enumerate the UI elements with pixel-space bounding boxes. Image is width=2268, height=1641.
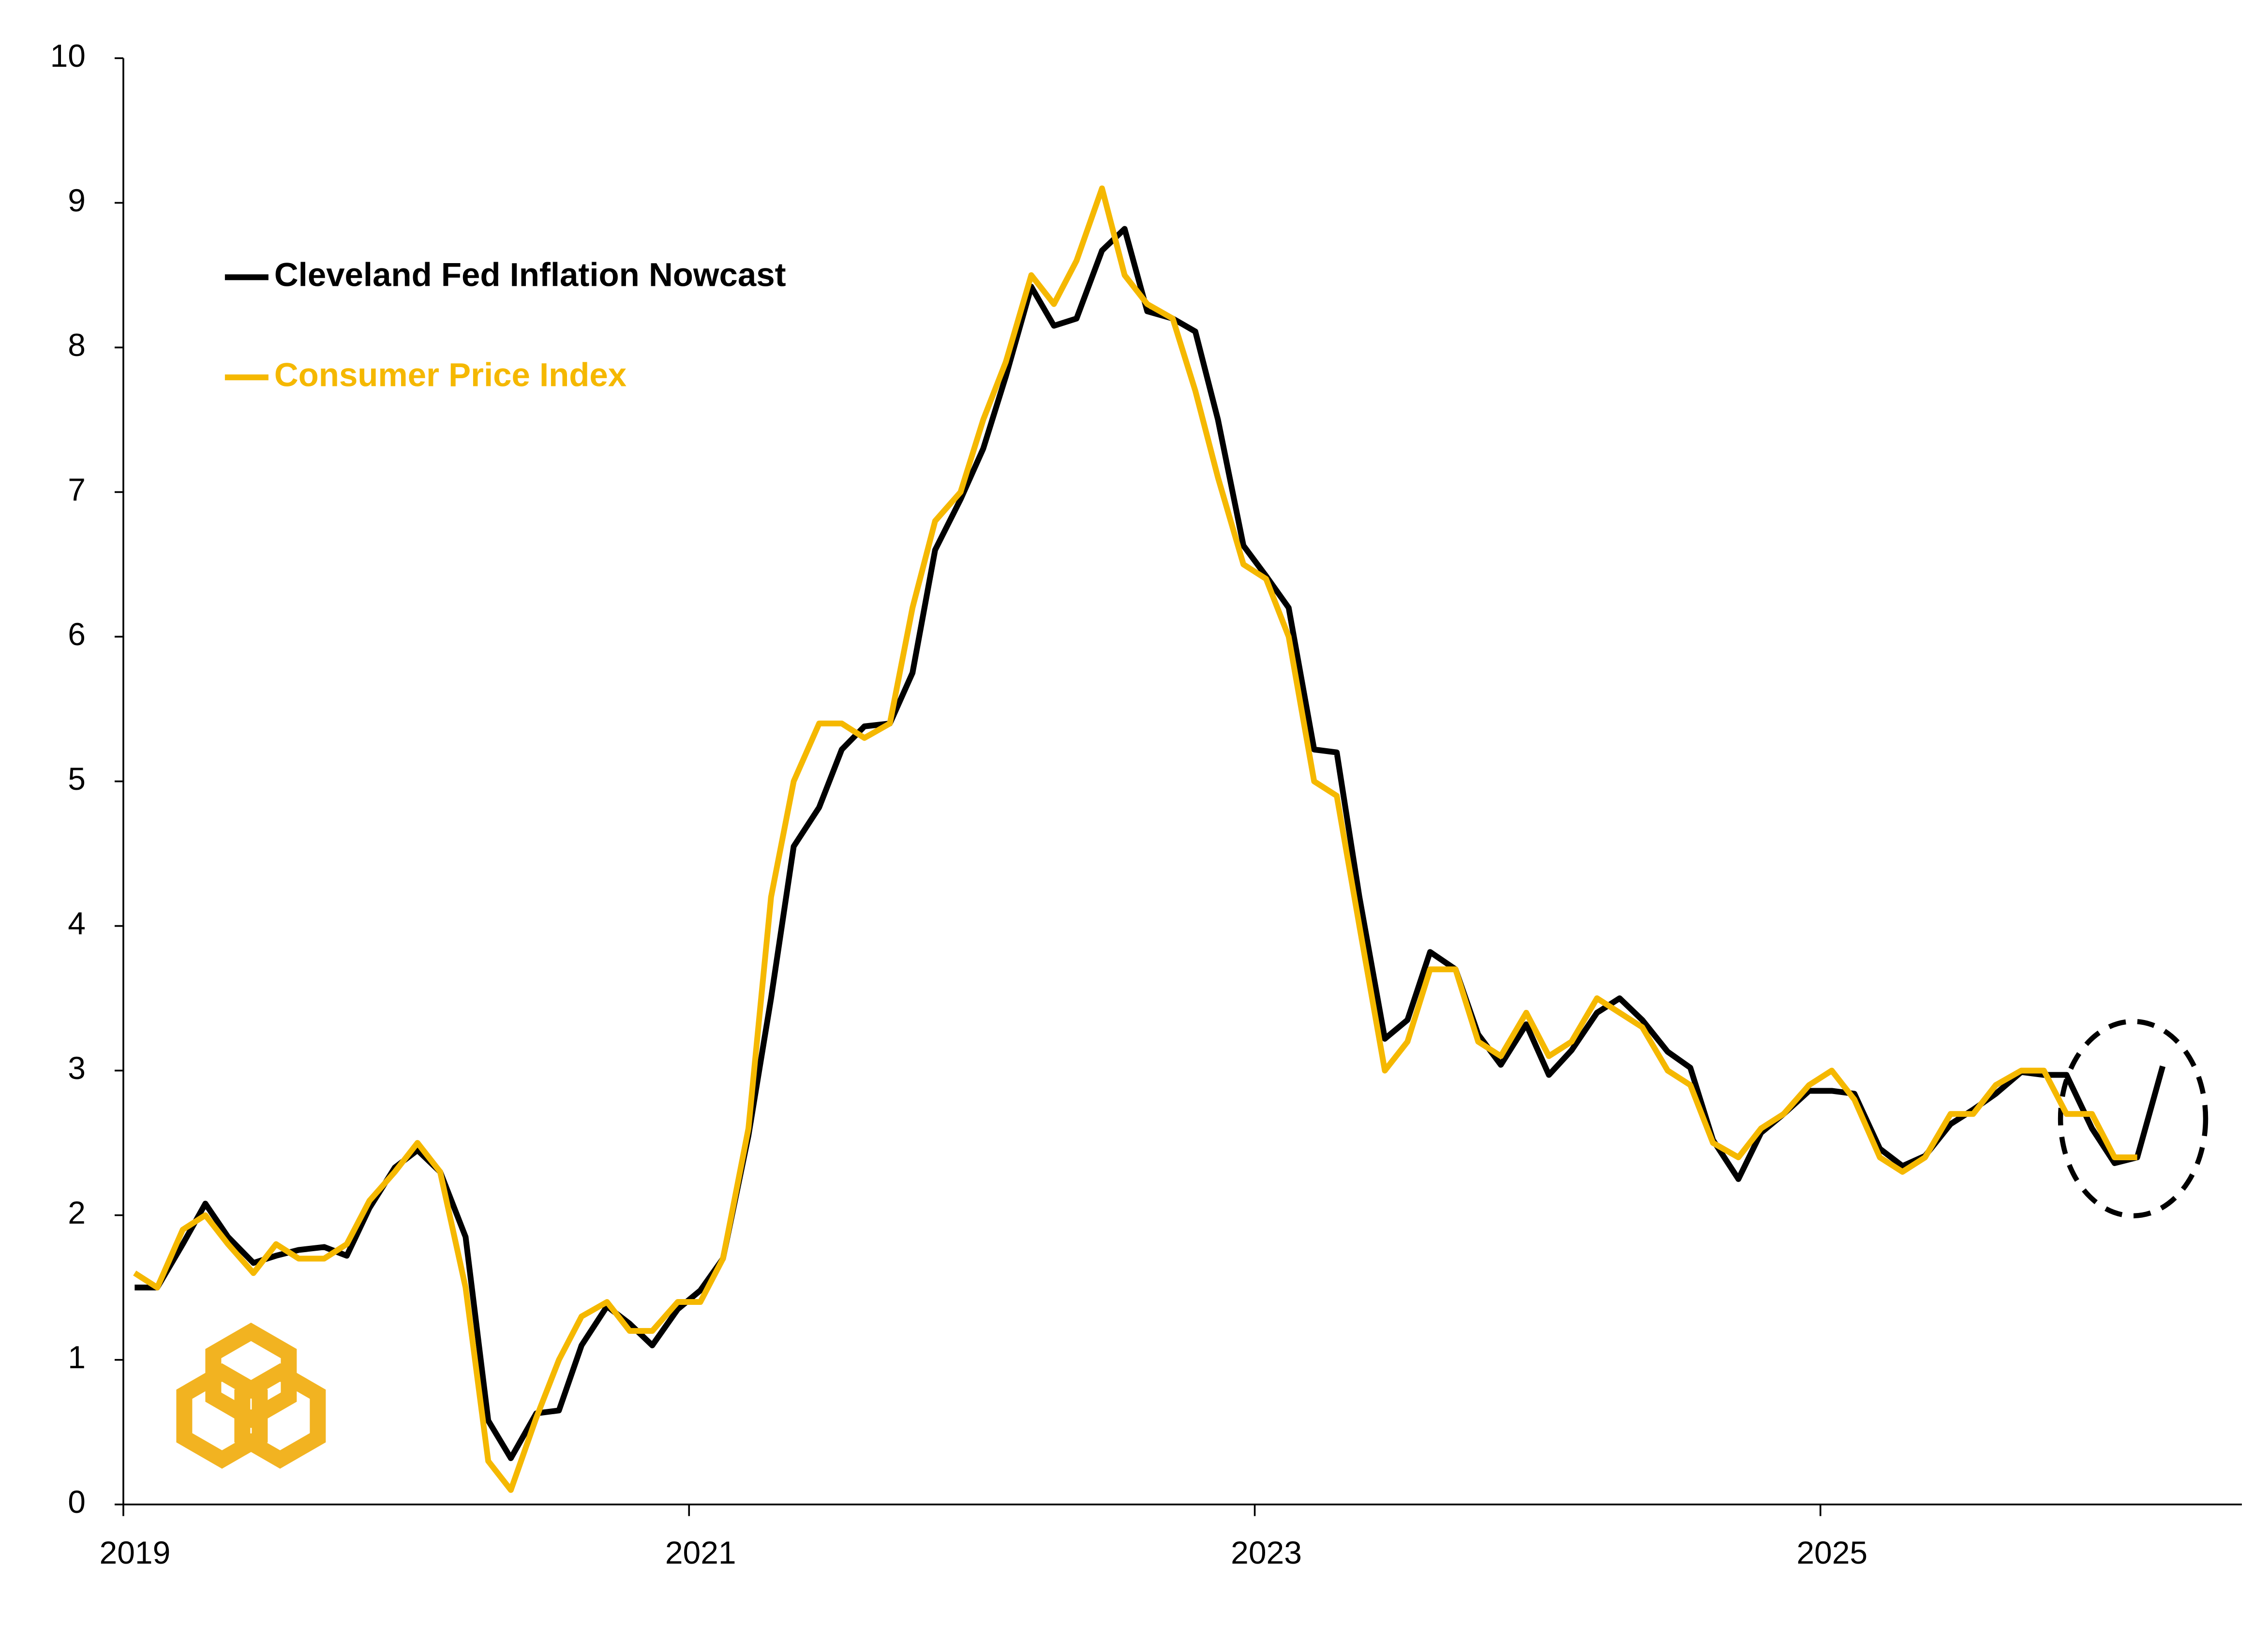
- y-tick-label: 2: [68, 1195, 86, 1230]
- x-tick-label: 2025: [1796, 1535, 1867, 1570]
- series-line: [134, 226, 2166, 1462]
- x-tick-label: 2023: [1231, 1535, 1302, 1570]
- y-tick-label: 4: [68, 905, 86, 941]
- y-tick-label: 0: [68, 1484, 86, 1520]
- y-tick-label: 10: [50, 38, 86, 74]
- legend-label: Cleveland Fed Inflation Nowcast: [274, 256, 786, 293]
- y-tick-label: 7: [68, 472, 86, 507]
- x-tick-label: 2021: [665, 1535, 736, 1570]
- y-tick-label: 5: [68, 761, 86, 797]
- y-tick-label: 6: [68, 616, 86, 652]
- y-tick-label: 8: [68, 327, 86, 363]
- series-line: [133, 185, 2137, 1493]
- y-tick-label: 3: [68, 1050, 86, 1086]
- legend-label: Consumer Price Index: [274, 356, 627, 393]
- y-tick-label: 1: [68, 1339, 86, 1375]
- y-tick-label: 9: [68, 182, 86, 218]
- logo: [176, 1322, 326, 1469]
- x-tick-label: 2019: [100, 1535, 171, 1570]
- highlight-ellipse: [2058, 1019, 2208, 1219]
